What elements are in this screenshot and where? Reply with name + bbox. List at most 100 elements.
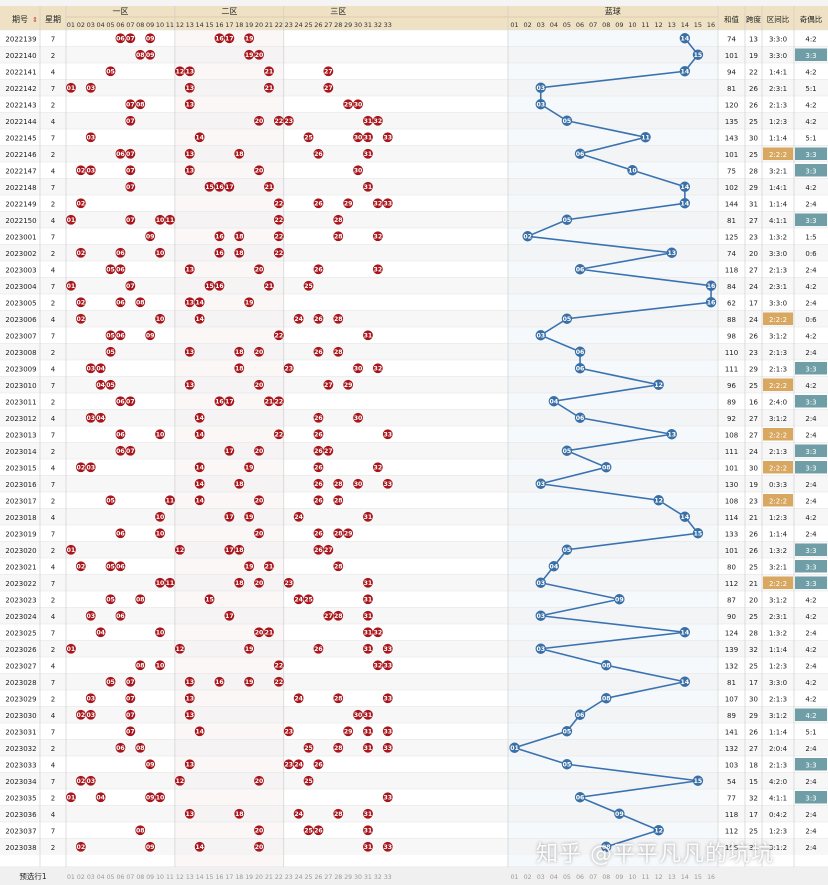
red-ball-label: 03 xyxy=(86,696,95,703)
span-cell: 26 xyxy=(749,332,758,340)
period-cell: 2022146 xyxy=(5,151,37,159)
footer-label: 预选行1 xyxy=(19,871,46,881)
red-ball-label: 02 xyxy=(77,250,86,257)
period-cell: 2023037 xyxy=(5,827,36,835)
red-ball-label: 31 xyxy=(364,828,373,835)
red-ball-label: 05 xyxy=(106,382,115,389)
footer-red-03: 03 xyxy=(87,874,95,881)
span-cell: 25 xyxy=(749,662,758,670)
span-cell: 21 xyxy=(749,514,758,522)
blue-ball-label: 12 xyxy=(654,828,663,835)
blue-ball-label: 05 xyxy=(563,729,572,736)
red-ball-label: 14 xyxy=(195,498,204,505)
weekday-cell: 7 xyxy=(51,184,55,192)
odd-even-cell: 3:3 xyxy=(805,761,816,769)
red-ball-label: 28 xyxy=(334,564,343,571)
red-ball-label: 15 xyxy=(205,184,214,191)
period-cell: 2023025 xyxy=(5,629,36,637)
red-ball-label: 13 xyxy=(185,102,194,109)
period-cell: 2023030 xyxy=(5,712,36,720)
red-col-header-05: 05 xyxy=(106,21,114,29)
red-col-header-22: 22 xyxy=(275,21,283,29)
period-cell: 2023006 xyxy=(5,316,37,324)
red-ball-label: 17 xyxy=(225,36,234,43)
blue-ball-label: 03 xyxy=(536,102,545,109)
period-cell: 2023034 xyxy=(5,778,37,786)
odd-even-cell: 3:3 xyxy=(805,398,816,406)
period-cell: 2023022 xyxy=(5,580,36,588)
red-ball-label: 13 xyxy=(185,349,194,356)
zone-ratio-cell: 2:1:3 xyxy=(769,448,787,456)
blue-col-header-13: 13 xyxy=(668,21,676,29)
sum-cell: 112 xyxy=(725,827,738,835)
red-ball-label: 33 xyxy=(383,135,392,142)
blue-ball-label: 09 xyxy=(615,597,624,604)
row-stripe xyxy=(0,542,828,559)
span-cell: 29 xyxy=(749,184,758,192)
period-cell: 2023005 xyxy=(5,299,36,307)
weekday-cell: 7 xyxy=(51,580,55,588)
footer-red-20: 20 xyxy=(255,874,263,881)
red-ball-label: 26 xyxy=(314,762,323,769)
red-ball-label: 26 xyxy=(314,828,323,835)
red-ball-label: 07 xyxy=(126,696,135,703)
red-ball-label: 20 xyxy=(255,580,264,587)
period-cell: 2022143 xyxy=(5,101,36,109)
weekday-cell: 4 xyxy=(51,316,56,324)
sum-cell: 130 xyxy=(725,481,738,489)
red-ball-label: 18 xyxy=(235,580,244,587)
red-col-header-26: 26 xyxy=(314,21,322,29)
sum-cell: 118 xyxy=(725,811,738,819)
red-ball-label: 04 xyxy=(96,382,105,389)
zone-header-1: 一区 xyxy=(112,7,128,16)
blue-col-header-08: 08 xyxy=(602,21,610,29)
blue-col-header-14: 14 xyxy=(681,21,689,29)
odd-even-cell: 2:4 xyxy=(805,415,817,423)
blue-ball-label: 02 xyxy=(523,234,532,241)
weekday-cell: 4 xyxy=(51,563,56,571)
odd-even-cell: 5:1 xyxy=(805,134,816,142)
red-ball-label: 02 xyxy=(77,465,86,472)
blue-ball-label: 06 xyxy=(576,366,585,373)
odd-even-cell: 4:2 xyxy=(805,101,816,109)
red-ball-label: 22 xyxy=(275,234,284,241)
footer-red-15: 15 xyxy=(206,874,214,881)
red-ball-label: 28 xyxy=(334,234,343,241)
red-ball-label: 04 xyxy=(96,366,105,373)
zone-ratio-cell: 2:3:1 xyxy=(769,85,787,93)
period-cell: 2023001 xyxy=(5,233,36,241)
red-ball-label: 02 xyxy=(77,316,86,323)
odd-even-cell: 2:4 xyxy=(805,811,817,819)
blue-ball-label: 04 xyxy=(550,564,559,571)
red-ball-label: 28 xyxy=(334,498,343,505)
zone-ratio-header: 区间比 xyxy=(767,14,790,24)
red-ball-label: 27 xyxy=(324,613,333,620)
footer-red-25: 25 xyxy=(305,874,313,881)
blue-ball-label: 08 xyxy=(602,663,611,670)
blue-ball-label: 12 xyxy=(654,382,663,389)
odd-even-cell: 4:2 xyxy=(805,382,816,390)
red-ball-label: 04 xyxy=(96,795,105,802)
red-ball-label: 32 xyxy=(374,118,383,125)
odd-even-cell: 3:3 xyxy=(805,151,816,159)
red-ball-label: 33 xyxy=(383,729,392,736)
red-ball-label: 01 xyxy=(67,795,76,802)
blue-ball-label: 14 xyxy=(681,201,690,208)
red-ball-label: 31 xyxy=(364,184,373,191)
red-ball-label: 27 xyxy=(324,448,333,455)
red-ball-label: 30 xyxy=(354,366,363,373)
red-ball-label: 08 xyxy=(136,828,145,835)
period-cell: 2023032 xyxy=(5,745,36,753)
red-ball-label: 23 xyxy=(284,729,293,736)
red-ball-label: 06 xyxy=(116,250,125,257)
span-header: 跨度 xyxy=(746,14,761,24)
row-stripe xyxy=(0,377,828,394)
red-ball-label: 28 xyxy=(334,811,343,818)
period-cell: 2023002 xyxy=(5,250,36,258)
red-ball-label: 24 xyxy=(294,597,303,604)
odd-even-header: 奇偶比 xyxy=(800,14,823,24)
red-ball-label: 07 xyxy=(126,184,135,191)
red-ball-label: 04 xyxy=(96,630,105,637)
red-ball-label: 26 xyxy=(314,646,323,653)
period-cell: 2023003 xyxy=(5,266,36,274)
